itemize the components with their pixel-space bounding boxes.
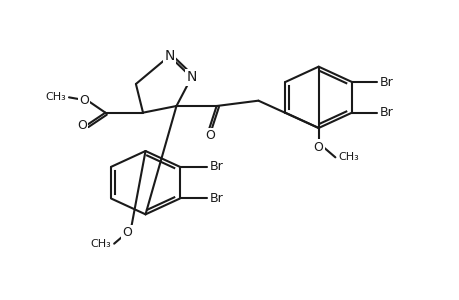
- Text: O: O: [205, 129, 215, 142]
- Text: Br: Br: [210, 192, 224, 205]
- Text: Br: Br: [210, 160, 224, 173]
- Text: Br: Br: [379, 106, 393, 119]
- Text: Br: Br: [379, 76, 393, 88]
- Text: CH₃: CH₃: [90, 239, 111, 249]
- Text: CH₃: CH₃: [45, 92, 66, 102]
- Text: O: O: [313, 140, 323, 154]
- Text: CH₃: CH₃: [338, 152, 358, 162]
- Text: N: N: [186, 70, 196, 84]
- Text: N: N: [164, 49, 174, 63]
- Text: O: O: [77, 118, 87, 131]
- Text: O: O: [122, 226, 132, 239]
- Text: O: O: [78, 94, 89, 107]
